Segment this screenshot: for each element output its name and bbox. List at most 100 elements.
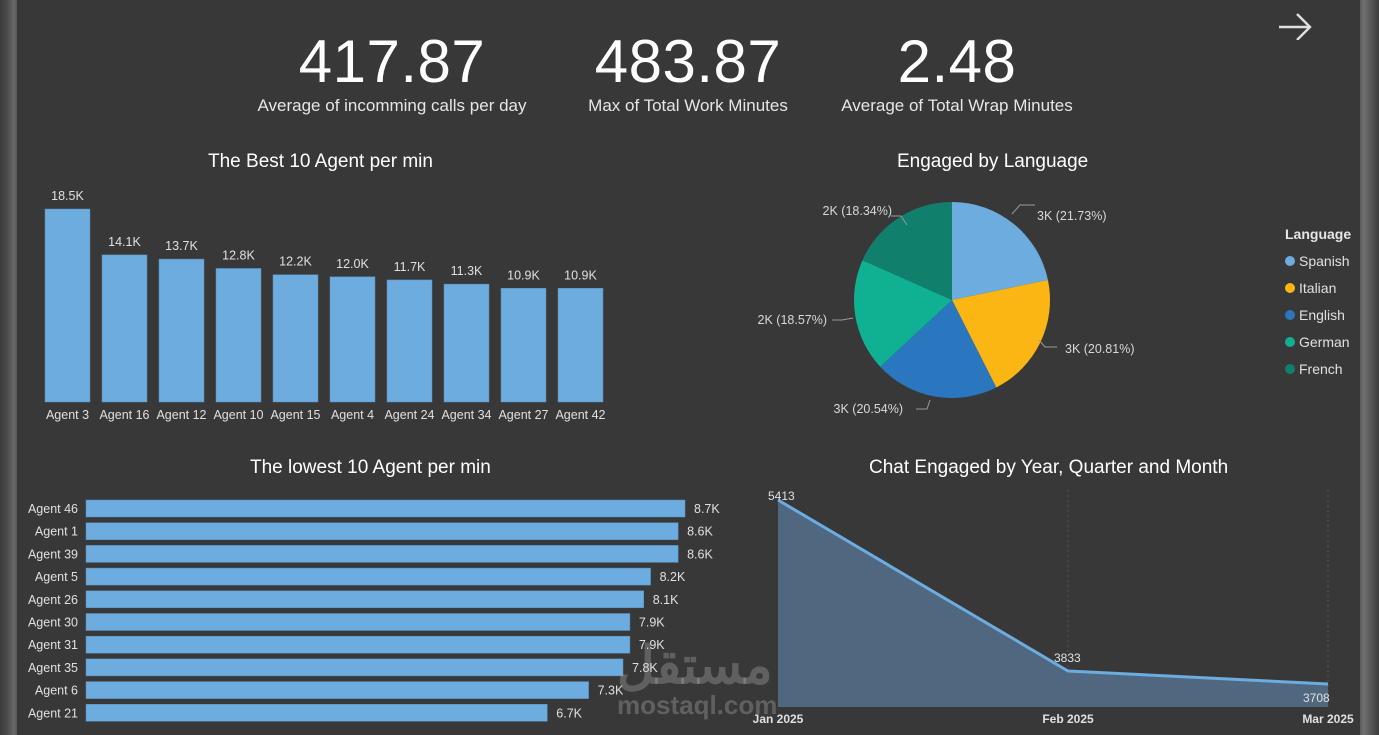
bar[interactable] <box>85 658 624 677</box>
bar[interactable] <box>158 258 205 403</box>
legend-dot-icon <box>1285 336 1295 347</box>
left-frame-edge <box>0 0 17 735</box>
legend-item-english[interactable]: English <box>1285 301 1351 328</box>
pie-data-label: 3K (20.54%) <box>834 402 903 416</box>
legend-dot-icon <box>1285 255 1295 266</box>
bar[interactable] <box>85 567 651 586</box>
bar[interactable] <box>386 279 433 403</box>
y-axis-label: Agent 26 <box>28 593 78 607</box>
legend-item-spanish[interactable]: Spanish <box>1285 247 1351 274</box>
bar[interactable] <box>557 288 604 403</box>
legend-title: Language <box>1285 226 1352 242</box>
x-axis-label: Mar 2025 <box>1302 712 1354 726</box>
bar[interactable] <box>443 283 490 403</box>
leader-line <box>832 317 854 321</box>
bar-data-label: 12.8K <box>222 248 255 262</box>
bar[interactable] <box>85 499 686 518</box>
area-fill <box>778 500 1328 707</box>
bar-data-label: 7.9K <box>639 638 665 652</box>
lowest-agents-chart-title: The lowest 10 Agent per min <box>250 457 491 478</box>
leader-line <box>916 399 931 410</box>
trend-line[interactable] <box>777 498 1329 686</box>
kpi-card-max-work-minutes: 483.87 Max of Total Work Minutes <box>583 32 793 116</box>
pie-data-label: 2K (18.34%) <box>823 204 892 218</box>
kpi-value: 483.87 <box>594 28 782 95</box>
bar[interactable] <box>85 681 589 699</box>
bar-data-label: 12.2K <box>279 255 312 269</box>
pie-data-label: 3K (20.81%) <box>1065 342 1134 356</box>
legend-item-french[interactable]: French <box>1285 355 1351 382</box>
y-axis-label: Agent 30 <box>28 616 78 630</box>
bar[interactable] <box>85 590 644 609</box>
chat-engaged-area-chart: 5413 3833 3708 Jan 2025 Feb 2025 Mar 2025 <box>753 489 1354 726</box>
bar-data-label: 10.9K <box>564 268 597 282</box>
bar[interactable] <box>85 704 548 722</box>
bar[interactable] <box>215 268 262 403</box>
x-axis-label: Agent 12 <box>156 408 206 422</box>
bar[interactable] <box>272 274 319 403</box>
language-pie-chart: 3K (21.73%) 3K (20.81%) 3K (20.54%) 2K (18.… <box>758 202 1134 416</box>
pie-slice-spanish[interactable] <box>952 202 1048 300</box>
y-axis-label: Agent 1 <box>35 525 78 539</box>
arrow-right-icon[interactable] <box>1275 6 1315 41</box>
point-label: 3708 <box>1303 691 1330 705</box>
x-axis-label: Agent 16 <box>99 408 149 422</box>
bar-data-label: 6.7K <box>556 706 582 720</box>
bar[interactable] <box>85 613 631 631</box>
y-axis-label: Agent 39 <box>28 547 78 561</box>
lowest-agents-bar-chart: Agent 46 8.7K Agent 1 8.6K Agent 39 8.6K Agent… <box>28 499 720 722</box>
dashboard-canvas: 417.87 Average of incomming calls per da… <box>17 0 1360 735</box>
best-agents-bar-chart: 18.5K Agent 3 14.1K Agent 16 13.7K Agent 12 12… <box>44 189 606 422</box>
y-axis-label: Agent 46 <box>28 502 78 516</box>
legend-item-italian[interactable]: Italian <box>1285 274 1351 301</box>
point-label: 5413 <box>768 489 795 503</box>
bar-data-label: 10.9K <box>507 268 540 282</box>
x-axis-label: Agent 27 <box>498 408 548 422</box>
right-scrollbar[interactable] <box>1360 0 1379 735</box>
pie-slice-french[interactable] <box>862 202 952 300</box>
kpi-label: Average of Total Wrap Minutes <box>841 96 1073 115</box>
bar-data-label: 18.5K <box>51 189 84 203</box>
bar-data-label: 8.6K <box>687 525 713 539</box>
bar-data-label: 11.3K <box>451 264 483 278</box>
legend-dot-icon <box>1285 282 1295 293</box>
x-axis-label: Feb 2025 <box>1042 712 1094 726</box>
bar[interactable] <box>85 635 631 654</box>
bar-data-label: 7.3K <box>598 684 624 698</box>
y-axis-label: Agent 5 <box>35 570 78 584</box>
bar[interactable] <box>85 522 679 540</box>
legend-item-german[interactable]: German <box>1285 328 1351 355</box>
pie-data-label: 3K (21.73%) <box>1037 209 1106 223</box>
y-axis-label: Agent 6 <box>35 684 78 698</box>
bar[interactable] <box>101 254 148 403</box>
bar[interactable] <box>329 276 376 403</box>
legend-dot-icon <box>1285 363 1295 374</box>
pie-slice-italian[interactable] <box>952 280 1050 388</box>
x-axis-label: Jan 2025 <box>753 712 804 726</box>
bar-data-label: 7.9K <box>639 616 665 630</box>
legend-dot-icon <box>1285 309 1295 320</box>
x-axis-label: Agent 10 <box>213 408 263 422</box>
pie-slice-english[interactable] <box>880 300 997 398</box>
x-axis-label: Agent 42 <box>555 408 605 422</box>
point-label: 3833 <box>1054 651 1081 665</box>
y-axis-label: Agent 31 <box>28 638 78 652</box>
kpi-card-avg-wrap-minutes: 2.48 Average of Total Wrap Minutes <box>837 32 1077 116</box>
language-legend: Language Spanish Italian English German … <box>1285 226 1351 382</box>
bar[interactable] <box>44 208 91 403</box>
leader-line <box>891 215 908 226</box>
bar[interactable] <box>85 545 679 563</box>
bar-data-label: 7.8K <box>632 661 658 675</box>
x-axis-label: Agent 34 <box>441 408 491 422</box>
language-pie-title: Engaged by Language <box>897 151 1089 172</box>
bar-data-label: 12.0K <box>336 257 369 271</box>
leader-line <box>1011 204 1035 215</box>
pie-slice-german[interactable] <box>854 260 952 367</box>
bar-data-label: 11.7K <box>394 260 426 274</box>
bar-data-label: 8.2K <box>660 570 686 584</box>
y-axis-label: Agent 35 <box>28 661 78 675</box>
best-agents-chart-title: The Best 10 Agent per min <box>208 151 433 172</box>
bar[interactable] <box>500 288 547 403</box>
kpi-label: Average of incomming calls per day <box>257 96 527 115</box>
kpi-value: 2.48 <box>897 28 1017 95</box>
